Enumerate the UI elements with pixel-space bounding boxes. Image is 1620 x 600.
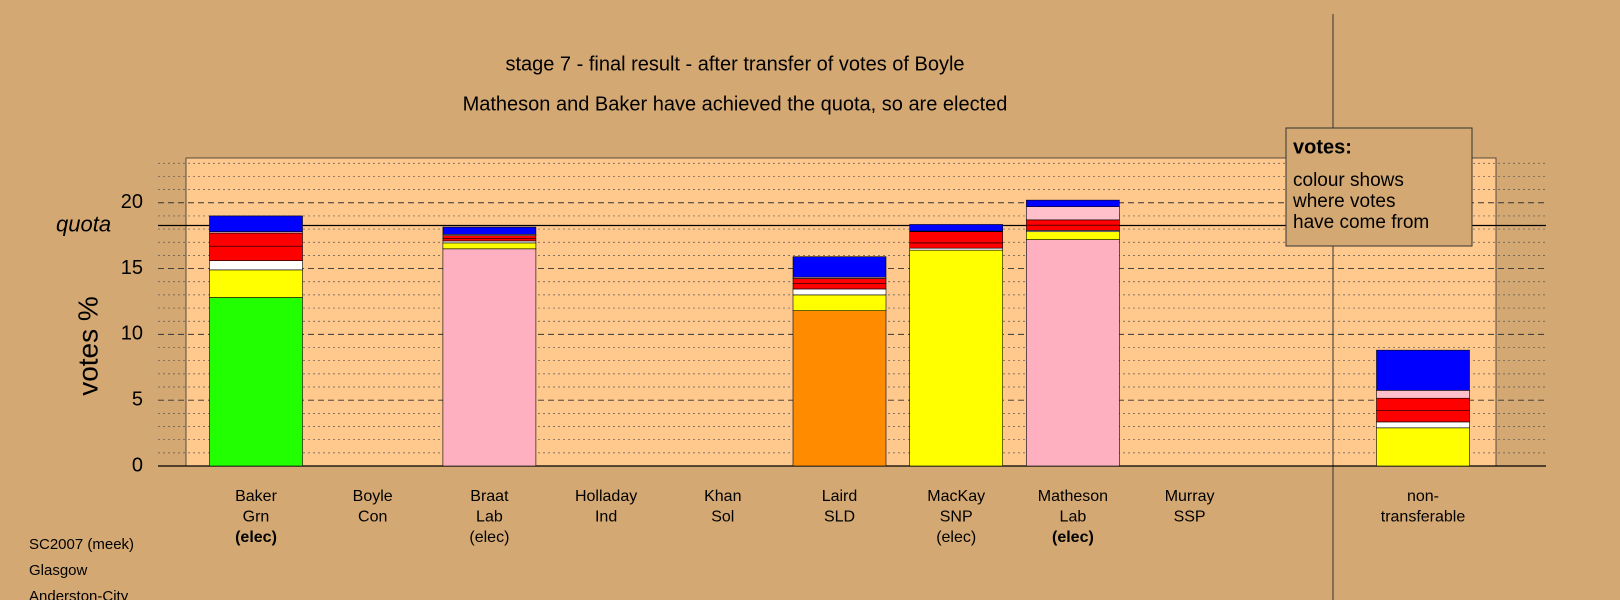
bar-segment [909,231,1004,244]
bar-segment [209,269,303,298]
bar-segment [209,232,303,247]
bar-segment [1376,397,1470,412]
x-tick-label: Sol [711,509,734,526]
quota-label: quota [56,211,111,236]
y-tick-label: 20 [121,191,143,213]
x-tick-label: (elec) [469,529,509,546]
bar-segment [442,237,537,242]
bar-segment [442,248,537,467]
footer-line: Glasgow [29,562,88,579]
x-tick-label: Lab [1060,509,1087,526]
x-tick-label: Boyle [353,488,393,505]
bar-segment [792,256,887,278]
bar-segment [442,226,537,235]
y-tick-label: 10 [121,323,143,345]
x-tick-label: Ind [595,509,617,526]
x-tick-label: (elec) [936,529,976,546]
bar-segment [792,294,887,311]
bar-segment [792,288,887,296]
footer-line: SC2007 (meek) [29,536,134,553]
bar-segment [1376,427,1470,467]
bar-segment [442,242,537,250]
bar-segment [209,245,303,261]
x-tick-label: SNP [940,509,973,526]
y-tick-label: 0 [132,454,143,476]
bar-segment [792,278,887,285]
annotation-line: colour shows [1293,170,1404,191]
chart-title: stage 7 - final result - after transfer … [505,53,964,75]
x-tick-label: Lab [476,509,503,526]
bar-segment [1026,231,1120,240]
x-tick-label: (elec) [235,529,277,546]
bar-segment [909,249,1004,467]
bar-segment [1376,349,1470,391]
x-tick-label: Matheson [1038,488,1108,505]
x-tick-label: Laird [822,488,858,505]
x-tick-label: Baker [235,488,277,505]
y-tick-label: 15 [121,257,143,279]
bar-segment [1026,219,1120,226]
x-tick-label: transferable [1381,509,1466,526]
bars [209,199,1470,467]
x-tick-label: non- [1407,488,1439,505]
x-tick-label: Con [358,509,387,526]
bar-segment [1376,410,1470,423]
bar-segment [1026,224,1120,231]
bar-segment [209,297,303,467]
x-tick-label: Holladay [575,488,637,505]
x-tick-label: Grn [243,509,270,526]
annotation-line: where votes [1292,191,1395,212]
annotation-box: votes: colour shows where votes have com… [1285,127,1473,247]
bar-segment [209,215,303,233]
y-tick-label: 5 [132,388,143,410]
x-tick-label: SSP [1174,509,1206,526]
bar-segment [442,235,537,239]
bar-segment [909,224,1004,232]
annotation-line: have come from [1293,212,1429,233]
bar-segment [209,260,303,271]
annotation-title: votes: [1293,136,1352,158]
x-tick-label: (elec) [1052,529,1094,546]
y-axis-label: votes % [72,296,103,396]
x-tick-label: Braat [470,488,509,505]
bar-segment [1026,199,1120,208]
bar-segment [792,283,887,290]
x-tick-label: MacKay [927,488,985,505]
x-tick-label: Khan [704,488,741,505]
x-tick-label: Murray [1165,488,1215,505]
bar-segment [1026,206,1120,221]
chart-subtitle: Matheson and Baker have achieved the quo… [463,93,1008,115]
bar-segment [792,310,887,467]
bar-segment [1376,421,1470,429]
bar-segment [909,242,1004,249]
x-tick-label: SLD [824,509,855,526]
bar-segment [1026,239,1120,467]
bar-segment [1376,390,1470,399]
annotation-frame [1285,127,1473,247]
footer-line: Anderston-City [29,588,129,600]
